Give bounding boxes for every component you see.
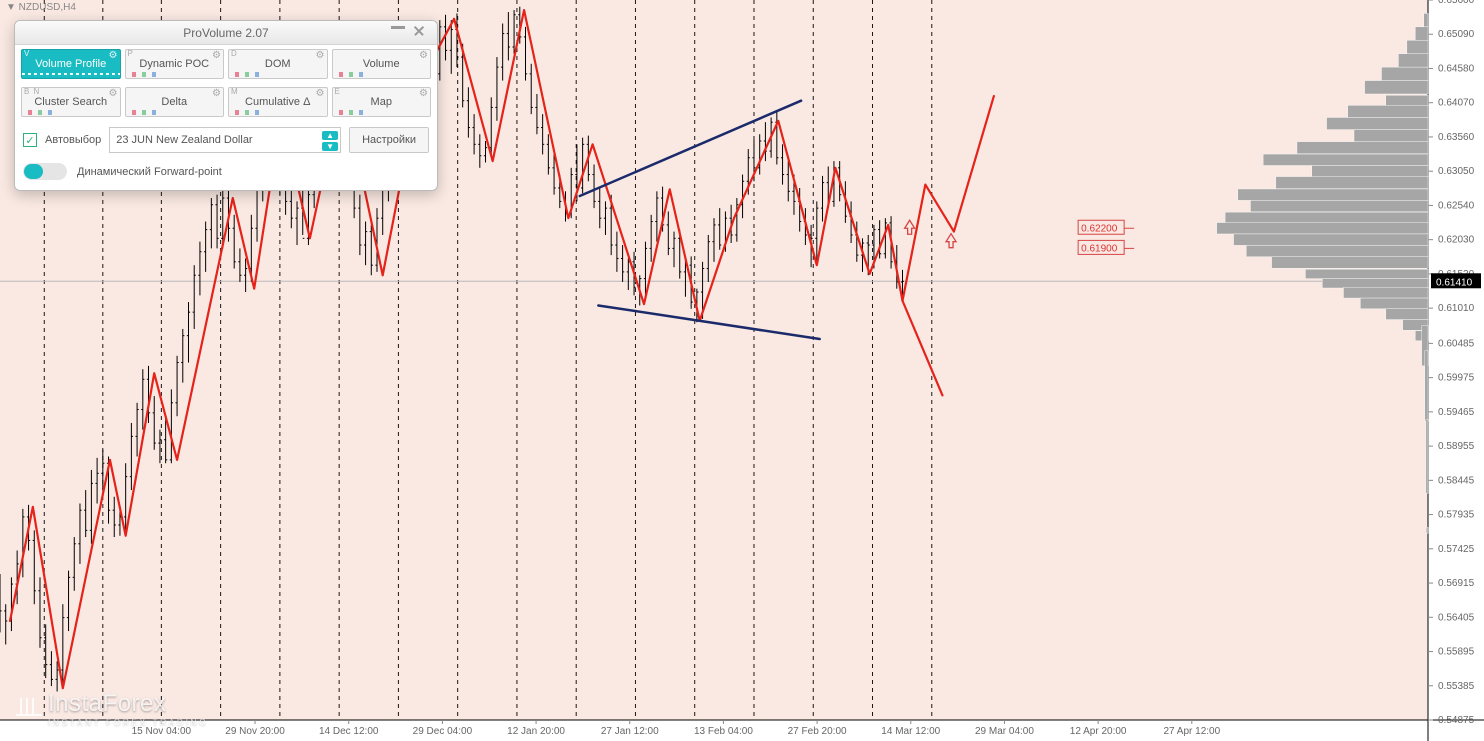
- svg-text:14 Mar 12:00: 14 Mar 12:00: [881, 726, 940, 737]
- gear-icon[interactable]: ⚙: [212, 88, 221, 99]
- gear-icon[interactable]: ⚙: [109, 88, 118, 99]
- provolume-panel[interactable]: ProVolume 2.07 V⚙Volume ProfileP⚙Dynamic…: [14, 20, 438, 191]
- svg-text:0.64070: 0.64070: [1438, 98, 1475, 109]
- svg-text:12 Apr 20:00: 12 Apr 20:00: [1070, 726, 1127, 737]
- svg-text:29 Mar 04:00: 29 Mar 04:00: [975, 726, 1034, 737]
- panel-button-cumulative-[interactable]: M ⚙ Cumulative Δ: [228, 87, 328, 117]
- button-tag: P: [128, 49, 134, 58]
- svg-text:0.63560: 0.63560: [1438, 132, 1475, 143]
- svg-text:0.59465: 0.59465: [1438, 407, 1475, 418]
- svg-text:0.59975: 0.59975: [1438, 373, 1475, 384]
- close-icon[interactable]: [413, 26, 427, 36]
- button-tag: D: [231, 49, 238, 58]
- gear-icon[interactable]: ⚙: [109, 50, 118, 61]
- button-tag: E: [335, 87, 341, 96]
- button-label: Cumulative Δ: [245, 96, 310, 108]
- button-label: Cluster Search: [34, 96, 107, 108]
- svg-text:0.57935: 0.57935: [1438, 510, 1475, 521]
- panel-button-volume[interactable]: ⚙ Volume: [332, 49, 432, 79]
- gear-icon[interactable]: ⚙: [419, 50, 428, 61]
- svg-text:0.58955: 0.58955: [1438, 441, 1475, 452]
- panel-title: ProVolume 2.07: [183, 26, 268, 40]
- auto-label: Автовыбор: [45, 134, 101, 146]
- panel-button-row-2: B N⚙Cluster Search⚙DeltaM⚙Cumulative ΔE⚙…: [15, 83, 437, 121]
- svg-text:0.65600: 0.65600: [1438, 0, 1475, 6]
- button-label: Volume Profile: [35, 58, 106, 70]
- svg-text:27 Feb 20:00: 27 Feb 20:00: [788, 726, 847, 737]
- logo-icon: [16, 690, 42, 716]
- minimize-icon[interactable]: [391, 26, 405, 29]
- button-tag: V: [24, 49, 30, 58]
- svg-text:12 Jan 20:00: 12 Jan 20:00: [507, 726, 565, 737]
- button-tag: B N: [24, 87, 40, 96]
- svg-text:0.55895: 0.55895: [1438, 647, 1475, 658]
- svg-text:0.60485: 0.60485: [1438, 338, 1475, 349]
- panel-button-dynamic-poc[interactable]: P ⚙Dynamic POC: [125, 49, 225, 79]
- gear-icon[interactable]: ⚙: [316, 50, 325, 61]
- svg-text:0.58445: 0.58445: [1438, 475, 1475, 486]
- svg-text:0.62540: 0.62540: [1438, 200, 1475, 211]
- forward-point-toggle[interactable]: [23, 163, 67, 180]
- panel-button-delta[interactable]: ⚙ Delta: [125, 87, 225, 117]
- instrument-value: 23 JUN New Zealand Dollar: [116, 134, 252, 146]
- spin-up-icon[interactable]: ▲: [322, 131, 338, 140]
- panel-titlebar[interactable]: ProVolume 2.07: [15, 21, 437, 45]
- svg-text:0.65090: 0.65090: [1438, 29, 1475, 40]
- panel-button-row-1: V⚙Volume ProfileP⚙Dynamic POCD⚙DOM⚙Volum…: [15, 45, 437, 83]
- svg-text:27 Jan 12:00: 27 Jan 12:00: [601, 726, 659, 737]
- svg-text:0.56915: 0.56915: [1438, 578, 1475, 589]
- gear-icon[interactable]: ⚙: [316, 88, 325, 99]
- button-label: Delta: [161, 96, 187, 108]
- panel-button-volume-profile[interactable]: V ⚙Volume Profile: [21, 49, 121, 79]
- svg-text:0.54875: 0.54875: [1438, 715, 1475, 726]
- gear-icon[interactable]: ⚙: [419, 88, 428, 99]
- button-label: DOM: [265, 58, 291, 70]
- settings-button[interactable]: Настройки: [349, 127, 429, 153]
- svg-text:13 Feb 04:00: 13 Feb 04:00: [694, 726, 753, 737]
- spin-down-icon[interactable]: ▼: [322, 142, 338, 151]
- svg-text:0.64580: 0.64580: [1438, 63, 1475, 74]
- svg-text:15 Nov 04:00: 15 Nov 04:00: [132, 726, 192, 737]
- forward-point-label: Динамический Forward-point: [77, 166, 222, 178]
- svg-text:14 Dec 12:00: 14 Dec 12:00: [319, 726, 379, 737]
- button-label: Dynamic POC: [139, 58, 209, 70]
- pair-label: ▼ NZDUSD,H4: [6, 2, 76, 13]
- button-label: Volume: [363, 58, 400, 70]
- watermark: InstaForex INSTANT FOREX TRADING: [16, 690, 208, 727]
- svg-text:29 Nov 20:00: 29 Nov 20:00: [225, 726, 285, 737]
- auto-checkbox[interactable]: ✓: [23, 133, 37, 147]
- svg-text:0.55385: 0.55385: [1438, 681, 1475, 692]
- gear-icon[interactable]: ⚙: [212, 50, 221, 61]
- svg-text:27 Apr 12:00: 27 Apr 12:00: [1163, 726, 1220, 737]
- panel-button-cluster-search[interactable]: B N ⚙Cluster Search: [21, 87, 121, 117]
- svg-text:0.61900: 0.61900: [1081, 243, 1118, 254]
- svg-text:0.62200: 0.62200: [1081, 223, 1118, 234]
- svg-text:0.62030: 0.62030: [1438, 235, 1475, 246]
- panel-button-map[interactable]: E ⚙ Map: [332, 87, 432, 117]
- instrument-combo[interactable]: 23 JUN New Zealand Dollar ▲ ▼: [109, 127, 341, 153]
- svg-text:0.56405: 0.56405: [1438, 612, 1475, 623]
- watermark-brand: InstaForex: [48, 692, 166, 716]
- panel-button-dom[interactable]: D ⚙ DOM: [228, 49, 328, 79]
- button-label: Map: [371, 96, 392, 108]
- svg-text:0.57425: 0.57425: [1438, 544, 1475, 555]
- button-tag: M: [231, 87, 239, 96]
- svg-text:0.61410: 0.61410: [1436, 277, 1473, 288]
- watermark-tagline: INSTANT FOREX TRADING: [16, 717, 208, 727]
- svg-text:29 Dec 04:00: 29 Dec 04:00: [413, 726, 473, 737]
- svg-text:0.63050: 0.63050: [1438, 166, 1475, 177]
- svg-text:0.61010: 0.61010: [1438, 303, 1475, 314]
